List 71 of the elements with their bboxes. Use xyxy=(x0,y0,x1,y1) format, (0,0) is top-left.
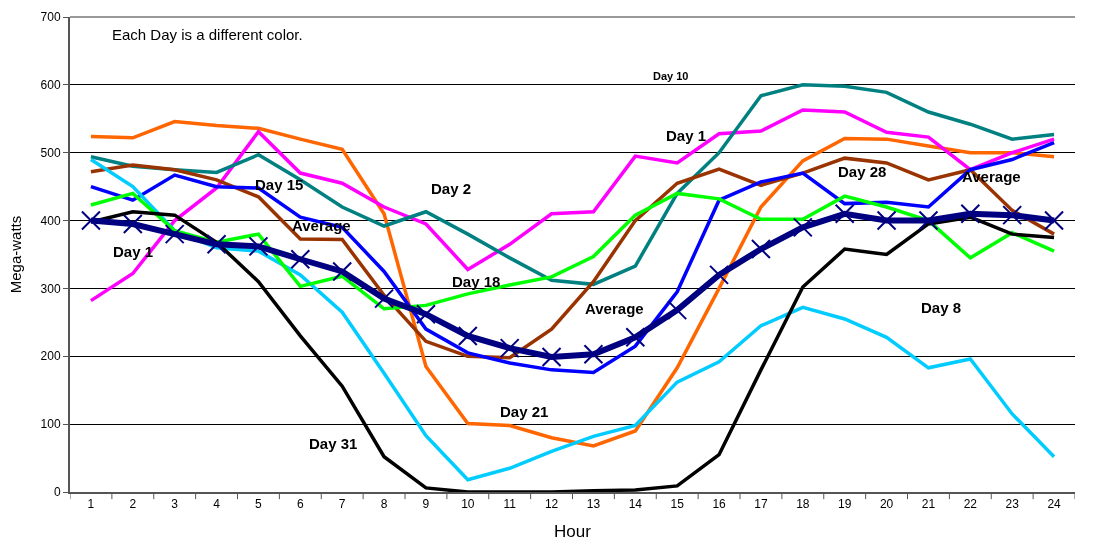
point xyxy=(541,346,562,367)
x-tick-label: 15 xyxy=(670,497,685,512)
y-tick-label: 400 xyxy=(40,213,61,228)
x-tick-label: 16 xyxy=(712,497,727,512)
point xyxy=(499,338,520,359)
x-tick-label: 19 xyxy=(838,497,852,512)
y-tick-label: 500 xyxy=(40,145,61,160)
x-tick-label: 6 xyxy=(296,497,304,512)
annotation: Day 28 xyxy=(838,163,887,180)
point xyxy=(1002,205,1023,226)
x-tick-label: 3 xyxy=(171,497,179,512)
y-tick-label: 600 xyxy=(40,78,61,93)
point xyxy=(834,203,855,224)
x-tick-label: 4 xyxy=(213,497,221,512)
x-tick-label: 20 xyxy=(879,497,894,512)
annotation: Each Day is a different color. xyxy=(112,26,303,43)
point xyxy=(792,217,813,238)
annotation: Day 10 xyxy=(653,70,689,82)
x-tick-label: 2 xyxy=(129,497,137,512)
y-tick-label: 0 xyxy=(53,485,61,500)
point xyxy=(248,236,269,257)
x-tick-label: 21 xyxy=(921,497,936,512)
x-axis-title: Hour xyxy=(554,522,592,542)
point xyxy=(667,300,688,321)
x-tick-label: 17 xyxy=(754,497,768,512)
y-tick-label: 100 xyxy=(40,417,61,432)
point xyxy=(122,213,143,234)
y-tick-label: 200 xyxy=(40,349,61,364)
x-tick-label: 13 xyxy=(586,497,601,512)
y-tick-label: 700 xyxy=(40,10,61,25)
x-tick-label: 1 xyxy=(87,497,95,512)
annotation: Average xyxy=(585,300,644,317)
point xyxy=(1044,210,1065,231)
x-tick-label: 12 xyxy=(544,497,559,512)
x-tick-label: 24 xyxy=(1047,497,1062,512)
y-axis-title: Mega-watts xyxy=(7,215,25,294)
annotation: Day 15 xyxy=(255,176,304,193)
x-tick-label: 10 xyxy=(461,497,475,512)
x-tick-label: 11 xyxy=(503,497,517,512)
point xyxy=(625,327,646,348)
annotation: Day 1 xyxy=(666,127,707,144)
point xyxy=(876,210,897,231)
y-tick-label: 300 xyxy=(40,281,61,296)
annotation: Day 8 xyxy=(921,299,962,316)
annotation: Day 18 xyxy=(452,273,501,290)
x-tick-label: 9 xyxy=(422,497,430,512)
point xyxy=(918,210,939,231)
point xyxy=(960,203,981,224)
point xyxy=(80,210,101,231)
point xyxy=(457,325,478,346)
annotation: Day 31 xyxy=(309,435,358,452)
point xyxy=(750,239,771,260)
annotation: Day 2 xyxy=(431,180,472,197)
point xyxy=(374,288,395,309)
x-tick-label: 18 xyxy=(796,497,810,512)
x-tick-label: 8 xyxy=(380,497,388,512)
annotation: Day 21 xyxy=(500,403,549,420)
line-series xyxy=(89,157,1056,482)
point xyxy=(164,224,185,245)
point xyxy=(583,344,604,365)
x-tick-label: 23 xyxy=(1005,497,1020,512)
x-tick-label: 22 xyxy=(963,497,978,512)
line-series xyxy=(89,108,1056,303)
annotation: Day 1 xyxy=(113,243,154,260)
point xyxy=(332,261,353,282)
x-tick-label: 7 xyxy=(338,497,346,512)
x-tick-label: 14 xyxy=(628,497,643,512)
point xyxy=(206,234,227,255)
x-tick-label: 5 xyxy=(255,497,263,512)
point xyxy=(415,304,436,325)
point xyxy=(290,249,311,270)
